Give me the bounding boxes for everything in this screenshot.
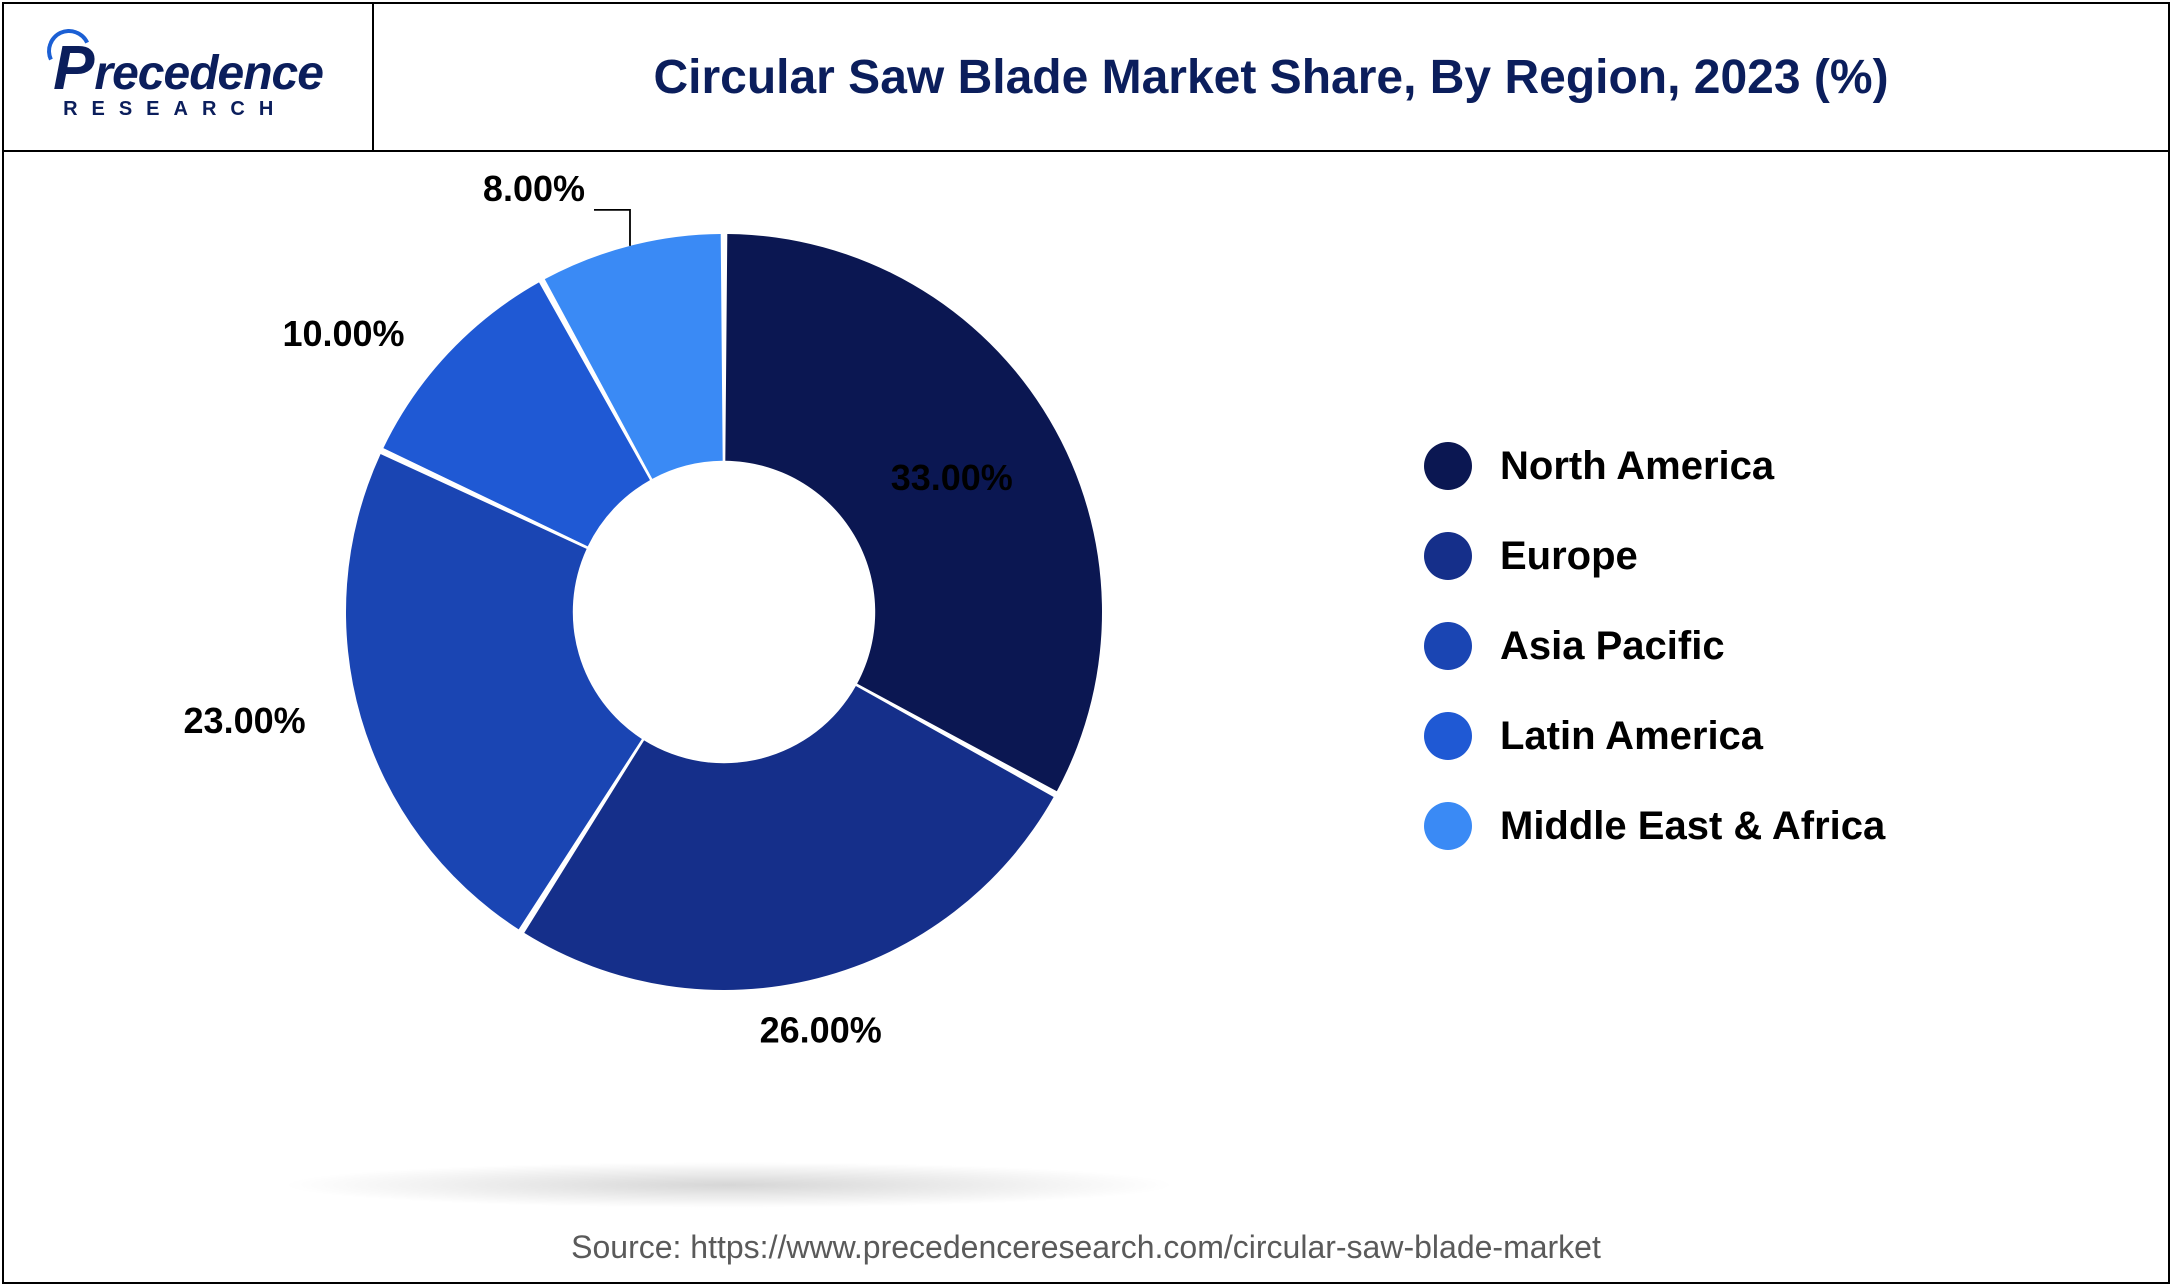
legend-item: Europe xyxy=(1424,532,1885,580)
brand-name: P recedence xyxy=(53,33,323,104)
legend-item: Latin America xyxy=(1424,712,1885,760)
brand-subtext: RESEARCH xyxy=(63,98,287,121)
donut-slices xyxy=(346,234,1102,990)
title-container: Circular Saw Blade Market Share, By Regi… xyxy=(374,50,2168,105)
legend: North America Europe Asia Pacific Latin Ame… xyxy=(1424,442,1885,850)
chart-shadow xyxy=(279,1162,1179,1208)
legend-label: North America xyxy=(1500,444,1774,489)
chart-frame: P recedence RESEARCH Circular Saw Blade … xyxy=(2,2,2170,1284)
label-leader-line xyxy=(594,210,630,246)
donut-chart: 33.00%26.00%23.00%10.00%8.00% xyxy=(274,162,1174,1062)
legend-item: North America xyxy=(1424,442,1885,490)
source-text: Source: https://www.precedenceresearch.c… xyxy=(571,1229,1601,1266)
brand-initial: P xyxy=(53,33,94,104)
slice-value-label: 8.00% xyxy=(483,168,585,209)
legend-label: Latin America xyxy=(1500,714,1763,759)
legend-item: Middle East & Africa xyxy=(1424,802,1885,850)
legend-item: Asia Pacific xyxy=(1424,622,1885,670)
header-row: P recedence RESEARCH Circular Saw Blade … xyxy=(4,4,2168,152)
brand-logo: P recedence RESEARCH xyxy=(53,33,323,121)
slice-value-label: 26.00% xyxy=(760,1010,882,1051)
legend-swatch-icon xyxy=(1424,802,1472,850)
source-row: Source: https://www.precedenceresearch.c… xyxy=(4,1212,2168,1282)
legend-swatch-icon xyxy=(1424,622,1472,670)
logo-container: P recedence RESEARCH xyxy=(4,4,374,150)
legend-label: Europe xyxy=(1500,534,1638,579)
legend-swatch-icon xyxy=(1424,532,1472,580)
legend-swatch-icon xyxy=(1424,712,1472,760)
legend-swatch-icon xyxy=(1424,442,1472,490)
brand-word: recedence xyxy=(94,46,323,101)
donut-svg: 33.00%26.00%23.00%10.00%8.00% xyxy=(274,162,1174,1062)
slice-value-label: 10.00% xyxy=(282,313,404,354)
chart-title: Circular Saw Blade Market Share, By Regi… xyxy=(653,50,1888,105)
slice-value-label: 33.00% xyxy=(891,457,1013,498)
legend-label: Asia Pacific xyxy=(1500,624,1725,669)
donut-slice xyxy=(725,234,1102,791)
chart-body: 33.00% 26.00% 23.00% 10.00% 8.00% North Amer… xyxy=(4,152,2168,1212)
legend-label: Middle East & Africa xyxy=(1500,804,1885,849)
slice-value-label: 23.00% xyxy=(184,700,306,741)
